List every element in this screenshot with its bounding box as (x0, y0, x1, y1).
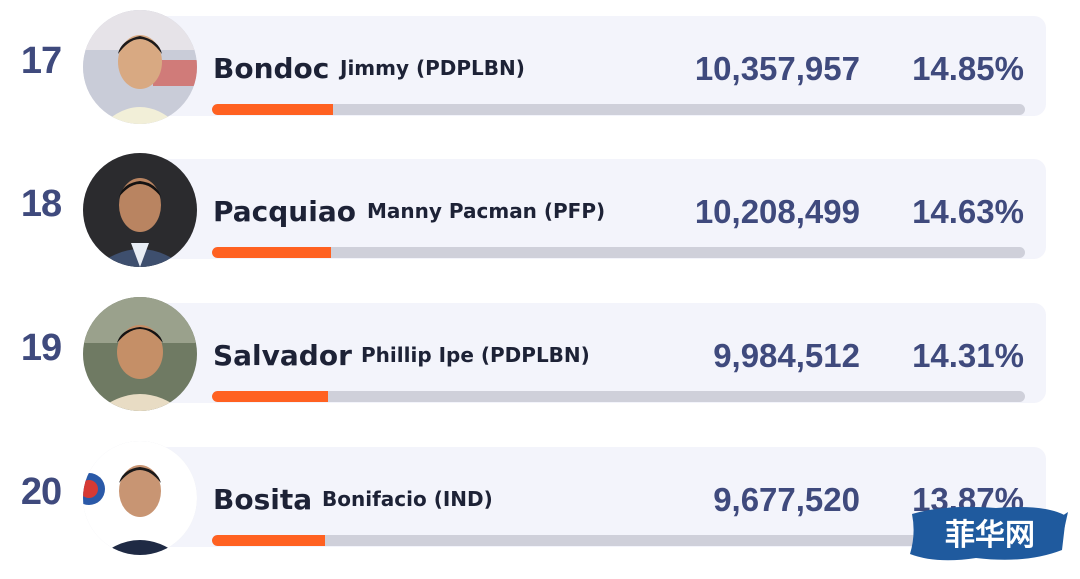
candidate-surname: Salvador (213, 339, 352, 372)
vote-share: 14.85% (912, 50, 1024, 87)
candidate-avatar (83, 297, 197, 411)
candidate-card (140, 16, 1046, 116)
candidate-photo-icon (83, 153, 197, 267)
share-bar-fill (212, 535, 325, 546)
share-bar-track (212, 247, 1025, 258)
candidate-row: 17 Bondoc Jimmy (PDPLBN) 10,357,957 14.8… (0, 10, 1080, 128)
candidate-photo-icon (83, 441, 197, 555)
candidate-row: 19 Salvador Phillip Ipe (PDPLBN) 9,984,5… (0, 297, 1080, 415)
vote-count: 10,208,499 (694, 193, 860, 230)
vote-count: 10,357,957 (694, 50, 860, 87)
candidate-given-name: Bonifacio (IND) (322, 487, 493, 511)
candidate-surname: Bosita (213, 483, 313, 516)
rank-number: 19 (20, 327, 62, 369)
candidate-given-name: Jimmy (PDPLBN) (340, 56, 525, 80)
watermark-text: 菲华网 (945, 518, 1035, 553)
vote-count: 9,984,512 (713, 337, 860, 374)
vote-share: 14.63% (912, 193, 1024, 230)
candidate-avatar (83, 441, 197, 555)
rank-number: 17 (20, 40, 62, 82)
rank-number: 20 (20, 471, 62, 513)
site-watermark-logo: 菲华网 (906, 500, 1070, 568)
candidate-avatar (83, 10, 197, 124)
candidate-photo-icon (83, 297, 197, 411)
candidate-given-name: Manny Pacman (PFP) (367, 199, 606, 223)
candidate-card (140, 159, 1046, 259)
vote-share: 14.31% (912, 337, 1024, 374)
share-bar-track (212, 104, 1025, 115)
candidate-card (140, 303, 1046, 403)
candidate-given-name: Phillip Ipe (PDPLBN) (361, 343, 590, 367)
brush-stroke-icon: 菲华网 (910, 506, 1068, 561)
candidate-photo-icon (83, 10, 197, 124)
share-bar-track (212, 535, 1025, 546)
share-bar-fill (212, 247, 331, 258)
vote-count: 9,677,520 (713, 481, 860, 518)
share-bar-track (212, 391, 1025, 402)
candidate-avatar (83, 153, 197, 267)
candidate-surname: Pacquiao (213, 195, 356, 228)
candidate-surname: Bondoc (213, 52, 330, 85)
share-bar-fill (212, 391, 329, 402)
candidate-card (140, 447, 1046, 547)
rank-number: 18 (20, 183, 62, 225)
share-bar-fill (212, 104, 333, 115)
candidate-row: 20 Bosita Bonifacio (IND) 9,677,520 13.8… (0, 441, 1080, 559)
candidate-row: 18 Pacquiao Manny Pacman (PFP) 10,208,49… (0, 153, 1080, 271)
